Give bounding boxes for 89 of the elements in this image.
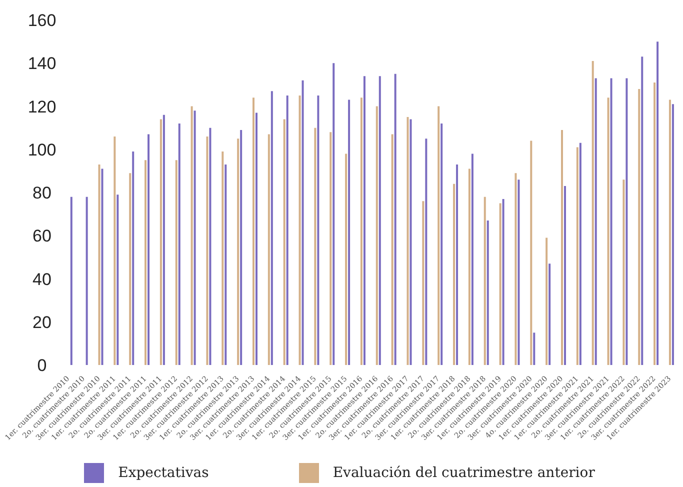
- bar: [668, 100, 671, 365]
- bar: [406, 117, 409, 365]
- bar: [160, 119, 162, 365]
- bar: [302, 80, 304, 365]
- bar: [240, 130, 242, 365]
- legend-label: Expectativas: [118, 465, 209, 481]
- bar: [148, 134, 150, 365]
- bar: [548, 264, 551, 365]
- bar: [468, 168, 470, 365]
- bar: [332, 63, 335, 365]
- y-tick-label: 40: [32, 270, 52, 289]
- bar: [518, 180, 520, 365]
- y-tick-label: 140: [28, 54, 56, 74]
- bar: [209, 128, 212, 365]
- bar: [641, 56, 644, 365]
- bar: [626, 78, 628, 365]
- bar: [471, 154, 474, 365]
- bar: [132, 152, 134, 365]
- bar: [378, 76, 381, 365]
- bar: [101, 168, 104, 365]
- bar: [440, 124, 443, 365]
- bar: [252, 98, 254, 365]
- bar: [607, 98, 610, 365]
- bar: [514, 173, 517, 365]
- bar: [345, 154, 348, 365]
- bar: [425, 138, 428, 365]
- bar: [178, 124, 180, 365]
- bar: [114, 136, 116, 365]
- bar: [256, 112, 258, 365]
- bar: [422, 201, 424, 365]
- bar: [592, 60, 594, 365]
- y-tick-label: 160: [28, 11, 56, 30]
- y-tick-label: 20: [32, 312, 52, 332]
- bar: [237, 138, 240, 365]
- bar: [546, 238, 548, 365]
- bar: [363, 76, 366, 365]
- bar: [360, 98, 362, 365]
- bar: [268, 134, 270, 365]
- bar: [533, 332, 536, 365]
- bar: [317, 95, 320, 365]
- bar: [622, 180, 625, 365]
- bar: [564, 186, 566, 365]
- bar: [283, 119, 286, 365]
- bar: [594, 78, 597, 365]
- bar: [162, 114, 165, 365]
- y-tick-label: 0: [37, 356, 47, 376]
- bar: [286, 95, 288, 365]
- bar: [530, 140, 532, 365]
- bar: [348, 100, 350, 365]
- bar: [190, 106, 193, 365]
- legend-label: Evaluación del cuatrimestre anterior: [332, 465, 595, 481]
- bar: [391, 134, 394, 365]
- bar: [438, 106, 440, 365]
- bar: [175, 160, 178, 365]
- y-tick-label: 60: [32, 226, 52, 246]
- y-tick-label: 100: [28, 140, 56, 160]
- bar: [116, 194, 119, 365]
- bar: [129, 173, 132, 365]
- bar: [486, 220, 489, 365]
- bar: [70, 196, 72, 365]
- bar: [576, 147, 578, 365]
- bar: [194, 110, 196, 365]
- bar: [410, 119, 412, 365]
- bar: [270, 91, 273, 365]
- bar: [561, 130, 563, 365]
- bar: [579, 142, 582, 365]
- bar: [144, 160, 147, 365]
- y-tick-label: 80: [32, 184, 52, 203]
- bar: [86, 196, 88, 365]
- bar: [610, 78, 612, 365]
- bar: [453, 184, 456, 365]
- y-tick-label: 120: [28, 97, 56, 116]
- bar: [499, 203, 502, 365]
- bar: [224, 164, 227, 365]
- bar: [456, 164, 458, 365]
- bar: [654, 82, 656, 365]
- bar: [672, 104, 674, 365]
- bar: [376, 106, 378, 365]
- bar: [394, 74, 396, 365]
- bar: [502, 198, 504, 365]
- bar: [314, 128, 316, 365]
- bar: [206, 136, 208, 365]
- bar: [222, 152, 224, 365]
- bar: [656, 42, 659, 365]
- bar: [98, 164, 100, 365]
- bar: [484, 196, 486, 365]
- bar: [330, 132, 332, 365]
- bar: [298, 95, 301, 365]
- bar: [638, 89, 640, 365]
